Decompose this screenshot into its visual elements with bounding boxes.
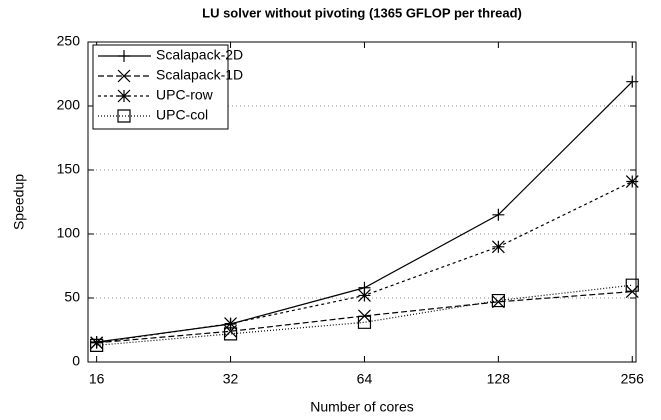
y-tick-label: 100 xyxy=(57,225,81,241)
x-tick-label: 256 xyxy=(621,371,645,387)
legend-box xyxy=(92,44,229,130)
plot-frame xyxy=(87,41,637,363)
x-tick-label: 64 xyxy=(357,371,373,387)
y-tick-label: 150 xyxy=(57,161,81,177)
data-point xyxy=(625,278,639,292)
y-tick-label: 250 xyxy=(57,33,81,49)
legend-label: Scalapack-2D xyxy=(156,47,243,63)
data-point xyxy=(224,317,237,331)
data-point xyxy=(223,327,238,341)
data-point xyxy=(492,208,505,221)
legend-label: UPC-col xyxy=(156,107,208,123)
data-point xyxy=(491,240,505,254)
legend-label: Scalapack-1D xyxy=(156,67,243,83)
legend-marker xyxy=(117,69,131,83)
data-point xyxy=(491,295,505,309)
data-point xyxy=(90,338,104,352)
data-point xyxy=(491,293,505,308)
legend-marker xyxy=(118,50,130,62)
x-tick-label: 16 xyxy=(89,371,105,387)
legend-label: UPC-row xyxy=(156,87,214,103)
y-tick-label: 50 xyxy=(64,289,80,305)
x-tick-label: 128 xyxy=(487,371,511,387)
data-point xyxy=(357,315,372,329)
legend-marker xyxy=(117,109,131,123)
x-tick-label: 32 xyxy=(223,371,239,387)
data-point xyxy=(626,75,639,88)
y-tick-label: 200 xyxy=(57,97,81,113)
data-point xyxy=(358,289,371,302)
y-axis-label: Speedup xyxy=(11,174,27,230)
legend-marker xyxy=(117,89,131,103)
data-point xyxy=(90,336,104,350)
series-line xyxy=(96,180,633,344)
x-axis-label: Number of cores xyxy=(310,399,413,415)
y-tick-label: 0 xyxy=(72,353,80,369)
data-point xyxy=(625,175,639,188)
chart-title: LU solver without pivoting (1365 GFLOP p… xyxy=(202,5,522,20)
